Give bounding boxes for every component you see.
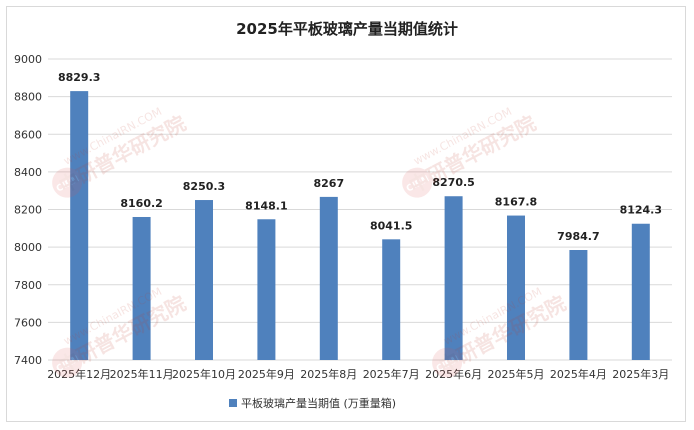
data-label: 8124.3 [620, 204, 662, 217]
bar [382, 239, 401, 360]
x-tick-label: 2025年4月 [550, 367, 607, 381]
legend-label: 平板玻璃产量当期值 (万重量箱) [241, 396, 396, 410]
watermark-seal [432, 347, 463, 378]
watermark-seal [52, 167, 83, 198]
data-label: 8148.1 [245, 199, 287, 212]
x-tick-label: 2025年12月 [47, 367, 111, 381]
bar [195, 200, 213, 360]
x-tick-label: 2025年11月 [110, 367, 174, 381]
y-tick-label: 7400 [14, 354, 42, 367]
bar [257, 219, 276, 360]
data-label: 8041.5 [370, 219, 412, 232]
bar [70, 91, 89, 360]
y-tick-label: 7800 [14, 279, 42, 292]
data-label: 8267 [313, 177, 344, 190]
data-labels: 8829.3 8160.2 8250.3 8148.1 8267 8041.5 8270.5… [58, 71, 662, 243]
data-label: 8270.5 [432, 176, 474, 189]
data-label: 8160.2 [120, 197, 162, 210]
chart-title: 2025年平板玻璃产量当期值统计 [236, 20, 458, 38]
x-tick-label: 2025年6月 [425, 367, 482, 381]
legend: 平板玻璃产量当期值 (万重量箱) [229, 396, 396, 410]
y-tick-label: 8200 [14, 204, 42, 217]
y-tick-label: 8800 [14, 91, 42, 104]
legend-swatch [229, 399, 237, 407]
bar [444, 196, 463, 360]
x-tick-label: 2025年3月 [612, 367, 669, 381]
y-tick-label: 8600 [14, 128, 42, 141]
x-tick-label: 2025年9月 [238, 367, 295, 381]
bar [319, 196, 338, 360]
x-tick-label: 2025年5月 [488, 367, 545, 381]
data-label: 7984.7 [557, 230, 599, 243]
y-tick-label: 8000 [14, 241, 42, 254]
bars [70, 91, 650, 360]
y-tick-label: 8400 [14, 166, 42, 179]
y-tick-label: 7600 [14, 316, 42, 329]
data-label: 8829.3 [58, 71, 100, 84]
bar [507, 215, 525, 360]
gridlines [48, 58, 672, 361]
y-tick-label: 9000 [14, 53, 42, 66]
data-label: 8167.8 [495, 196, 537, 209]
x-tick-label: 2025年7月 [363, 367, 420, 381]
bar [569, 250, 588, 360]
watermark-seal [52, 347, 83, 378]
bar [132, 216, 151, 360]
x-tick-label: 2025年10月 [172, 367, 236, 381]
y-axis: 7400 7600 7800 8000 8200 8400 8600 8800 9000 [14, 53, 42, 367]
bar [631, 223, 650, 360]
data-label: 8250.3 [183, 180, 225, 193]
watermark-seal [402, 167, 433, 198]
x-tick-label: 2025年8月 [300, 367, 357, 381]
